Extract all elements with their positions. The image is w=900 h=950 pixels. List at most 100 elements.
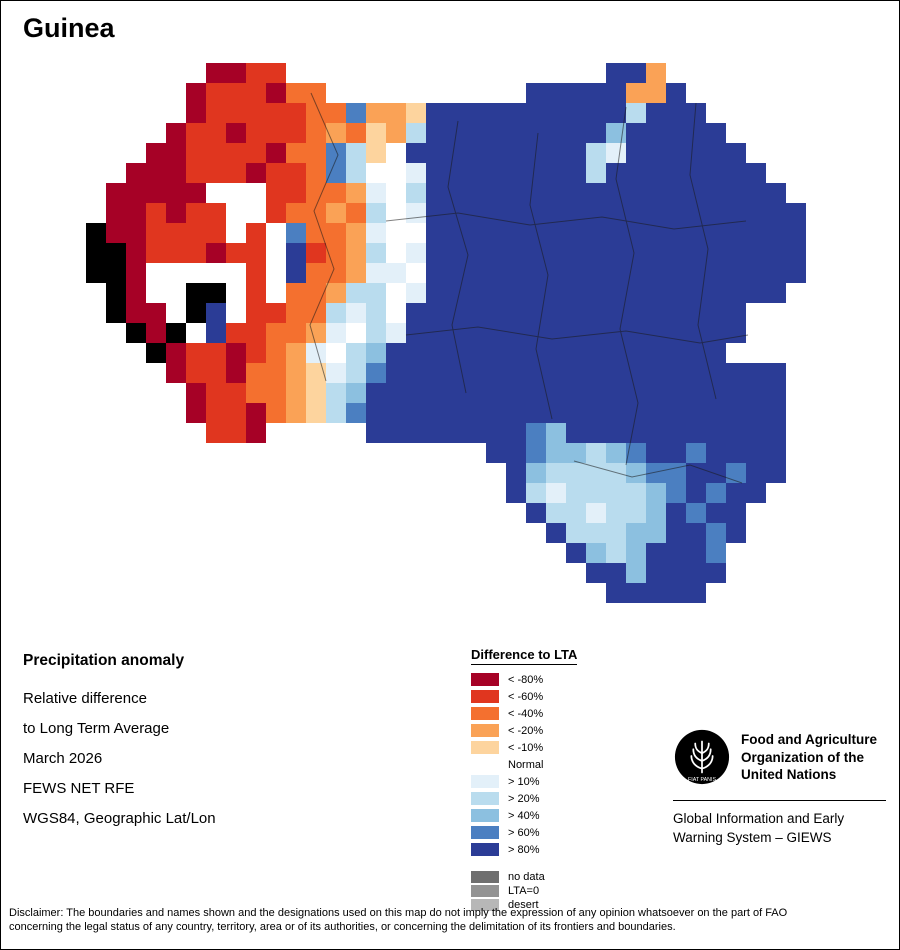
map-cell (406, 323, 426, 343)
map-cell (186, 123, 206, 143)
map-cell (506, 283, 526, 303)
map-cell (706, 483, 726, 503)
map-cell (326, 223, 346, 243)
fao-org-name: Food and Agriculture Organization of the… (741, 728, 877, 784)
map-cell (546, 283, 566, 303)
map-cell (706, 163, 726, 183)
map-cell (486, 283, 506, 303)
map-cell (266, 303, 286, 323)
map-cell (506, 263, 526, 283)
fao-org-line: United Nations (741, 767, 837, 782)
map-cell (506, 203, 526, 223)
map-cell (126, 243, 146, 263)
map-cell (406, 243, 426, 263)
legend-item-label: < -20% (508, 724, 544, 737)
map-cell (386, 263, 406, 283)
map-cell (486, 163, 506, 183)
map-cell (626, 423, 646, 443)
map-cell (206, 123, 226, 143)
map-cell (626, 563, 646, 583)
map-cell (266, 323, 286, 343)
map-cell (666, 343, 686, 363)
map-cell (566, 383, 586, 403)
map-cell (306, 103, 326, 123)
map-cell (466, 183, 486, 203)
legend-item: > 80% (471, 841, 577, 858)
map-cell (666, 483, 686, 503)
map-cell (426, 183, 446, 203)
map-cell (726, 263, 746, 283)
map-cell (526, 223, 546, 243)
map-cell (526, 363, 546, 383)
legend-item-label: > 10% (508, 775, 540, 788)
legend-swatch (471, 792, 499, 805)
map-cell (546, 463, 566, 483)
map-cell (226, 323, 246, 343)
map-cell (626, 583, 646, 603)
map-cell (206, 243, 226, 263)
map-cell (746, 443, 766, 463)
map-cell (286, 103, 306, 123)
map-cell (366, 223, 386, 243)
map-cell (606, 203, 626, 223)
map-cell (306, 223, 326, 243)
map-cell (606, 183, 626, 203)
map-cell (106, 223, 126, 243)
map-cell (726, 323, 746, 343)
legend-swatch (471, 775, 499, 788)
map-cell (386, 403, 406, 423)
map-cell (446, 263, 466, 283)
map-cell (306, 203, 326, 223)
map-cell (506, 163, 526, 183)
map-cell (706, 243, 726, 263)
map-cell (706, 143, 726, 163)
map-cell (246, 343, 266, 363)
disclaimer-line: Disclaimer: The boundaries and names sho… (9, 907, 788, 919)
disclaimer-line: concerning the legal status of any count… (9, 921, 676, 933)
map-cell (766, 443, 786, 463)
map-cell (426, 283, 446, 303)
map-cell (186, 163, 206, 183)
map-cell (206, 83, 226, 103)
info-line: FEWS NET RFE (23, 780, 135, 797)
map-cell (406, 423, 426, 443)
map-cell (586, 223, 606, 243)
map-cell (686, 463, 706, 483)
map-cell (306, 183, 326, 203)
map-cell (526, 503, 546, 523)
map-cell (646, 203, 666, 223)
map-cell (446, 403, 466, 423)
map-cell (206, 183, 226, 203)
map-cell (286, 183, 306, 203)
map-cell (506, 363, 526, 383)
map-cell (746, 463, 766, 483)
map-cell (706, 283, 726, 303)
map-cell (406, 223, 426, 243)
map-cell (186, 183, 206, 203)
map-cell (166, 323, 186, 343)
map-cell (646, 343, 666, 363)
map-cell (626, 283, 646, 303)
map-cell (346, 303, 366, 323)
map-cell (166, 283, 186, 303)
map-cell (586, 83, 606, 103)
map-cell (586, 403, 606, 423)
map-cell (346, 323, 366, 343)
map-cell (86, 263, 106, 283)
map-cell (226, 403, 246, 423)
map-cell (486, 183, 506, 203)
map-cell (286, 323, 306, 343)
map-cell (626, 103, 646, 123)
map-cell (126, 303, 146, 323)
map-cell (606, 343, 626, 363)
legend-swatch (471, 899, 499, 911)
map-cell (366, 243, 386, 263)
map-cell (706, 343, 726, 363)
legend-item-label: < -80% (508, 673, 544, 686)
map-cell (326, 323, 346, 343)
map-cell (446, 123, 466, 143)
map-cell (566, 263, 586, 283)
info-line: WGS84, Geographic Lat/Lon (23, 810, 216, 827)
map-cell (366, 103, 386, 123)
map-cell (586, 343, 606, 363)
